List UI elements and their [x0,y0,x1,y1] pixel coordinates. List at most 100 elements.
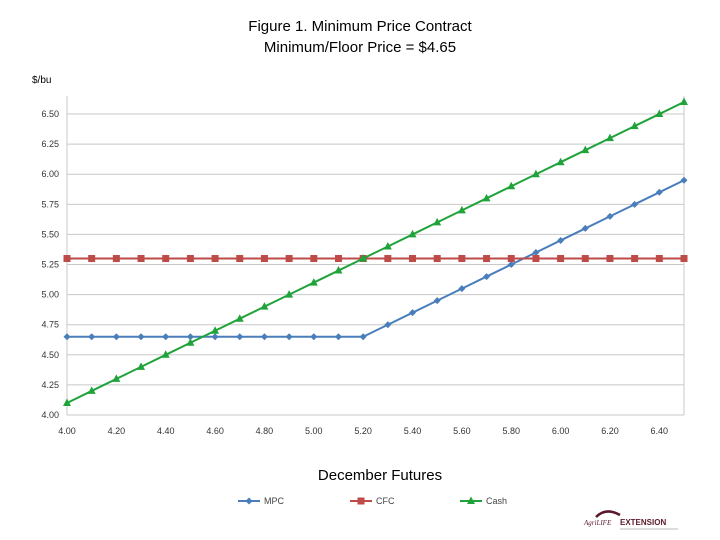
x-tick-label: 6.00 [552,426,570,436]
y-tick-label: 6.25 [41,139,59,149]
point-mpc [655,188,663,196]
point-cash [309,278,318,286]
point-mpc [532,248,540,256]
point-cfc [581,255,589,263]
point-mpc [137,333,145,341]
series-line-cash [66,101,685,404]
point-cfc [384,255,392,263]
point-cfc [409,255,417,263]
point-cash [161,350,170,358]
point-mpc [88,333,96,341]
point-mpc [162,333,170,341]
point-mpc [680,176,688,184]
y-axis-label: $/bu [32,75,52,86]
y-tick-label: 4.00 [41,410,59,420]
x-tick-label: 6.20 [601,426,619,436]
point-mpc [260,333,268,341]
x-tick-label: 4.80 [256,426,274,436]
point-mpc [112,333,120,341]
y-tick-label: 4.50 [41,350,59,360]
x-tick-label: 5.60 [453,426,471,436]
y-tick-label: 6.50 [41,109,59,119]
point-cash [87,386,96,394]
point-mpc [557,236,565,244]
point-cash [334,266,343,274]
point-cash [556,157,565,166]
point-cash [63,398,71,406]
x-tick-label: 5.00 [305,426,323,436]
point-cash [383,241,392,250]
point-cash [285,290,294,298]
point-cfc [112,255,120,263]
y-tick-label: 6.00 [41,169,59,179]
point-cfc [137,255,145,263]
point-cash [260,302,269,310]
point-cash [581,145,590,154]
point-cash [235,314,244,322]
y-tick-label: 4.75 [41,320,59,330]
point-cash [211,326,220,334]
x-axis-label: December Futures [317,467,443,484]
point-cash [630,121,639,130]
x-tick-label: 4.60 [206,426,224,436]
y-tick-label: 5.25 [41,260,59,270]
svg-text:AgriLIFE: AgriLIFE [583,519,612,527]
x-tick-label: 5.80 [502,426,520,436]
point-mpc [310,333,318,341]
point-cash [680,97,688,106]
point-cash [531,169,540,178]
point-mpc [606,212,614,220]
point-cfc [483,255,491,263]
y-tick-label: 5.00 [41,290,59,300]
legend-marker-mpc [245,497,253,505]
point-cfc [186,255,194,263]
point-cash [359,254,368,262]
point-mpc [334,333,342,341]
point-cfc [310,255,318,263]
point-mpc [507,261,515,269]
point-mpc [483,273,491,281]
point-cash [112,374,121,382]
legend-label-cash: Cash [486,496,507,506]
point-cfc [507,255,515,263]
point-mpc [63,333,71,341]
point-cfc [655,255,663,263]
point-cfc [631,255,639,263]
x-tick-label: 4.40 [157,426,175,436]
point-cfc [285,255,293,263]
point-mpc [631,200,639,208]
chart-title: Figure 1. Minimum Price Contract [248,18,472,35]
point-mpc [186,333,194,341]
point-cfc [162,255,170,263]
point-cfc [458,255,466,263]
point-cfc [606,255,614,263]
point-mpc [409,309,417,317]
point-cfc [334,255,342,263]
point-mpc [236,333,244,341]
chart-subtitle: Minimum/Floor Price = $4.65 [263,39,457,56]
extension-logo: AgriLIFE EXTENSION [583,510,678,530]
point-cash [482,193,491,202]
y-tick-label: 4.25 [41,380,59,390]
y-tick-label: 5.50 [41,229,59,239]
point-cash [408,229,417,238]
point-mpc [581,224,589,232]
point-cfc [63,255,71,263]
x-tick-label: 6.40 [651,426,669,436]
point-cfc [236,255,244,263]
y-tick-label: 5.75 [41,199,59,209]
point-mpc [211,333,219,341]
x-tick-label: 5.20 [354,426,372,436]
point-cfc [557,255,565,263]
point-mpc [433,297,441,305]
point-cfc [532,255,540,263]
point-mpc [359,333,367,341]
point-mpc [384,321,392,329]
legend-marker-cfc [357,497,365,505]
point-cash [457,205,466,214]
series-line-mpc [67,179,685,338]
point-cfc [211,255,219,263]
point-mpc [458,285,466,293]
legend-label-mpc: MPC [264,496,285,506]
